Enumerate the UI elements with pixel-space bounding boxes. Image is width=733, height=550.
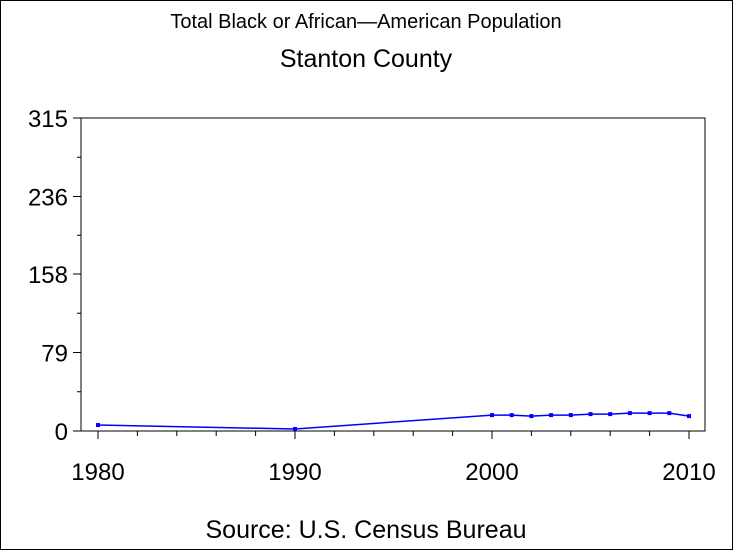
x-tick-label: 1980 bbox=[71, 459, 124, 486]
y-tick-label: 158 bbox=[28, 262, 68, 289]
chart-subtitle: Stanton County bbox=[280, 45, 453, 73]
x-tick-label: 1990 bbox=[268, 459, 321, 486]
data-point bbox=[96, 423, 100, 428]
data-point bbox=[568, 413, 573, 418]
y-tick-label: 315 bbox=[28, 106, 68, 133]
x-axis: 1980 1990 2000 2010 bbox=[71, 431, 716, 486]
data-point bbox=[529, 414, 534, 419]
x-tick-label: 2010 bbox=[662, 459, 715, 486]
y-tick-label: 79 bbox=[41, 341, 68, 368]
y-tick-label: 0 bbox=[55, 419, 68, 446]
data-point bbox=[687, 414, 691, 419]
series-line bbox=[97, 412, 690, 430]
chart-title: Total Black or African—American Populati… bbox=[170, 11, 561, 33]
data-point bbox=[588, 412, 593, 417]
data-point bbox=[608, 412, 613, 417]
data-point bbox=[667, 411, 672, 416]
source-note: Source: U.S. Census Bureau bbox=[206, 516, 527, 544]
series-layer bbox=[96, 411, 691, 432]
data-point bbox=[627, 411, 632, 416]
data-point bbox=[549, 413, 554, 418]
data-point bbox=[509, 413, 514, 418]
data-point bbox=[647, 411, 652, 416]
y-tick-label: 236 bbox=[28, 184, 68, 211]
y-axis: 0 79 158 236 315 bbox=[28, 106, 81, 446]
data-point bbox=[490, 413, 494, 418]
x-tick-label: 2000 bbox=[465, 459, 518, 486]
data-point bbox=[293, 427, 297, 432]
plot-area-frame bbox=[80, 117, 706, 432]
